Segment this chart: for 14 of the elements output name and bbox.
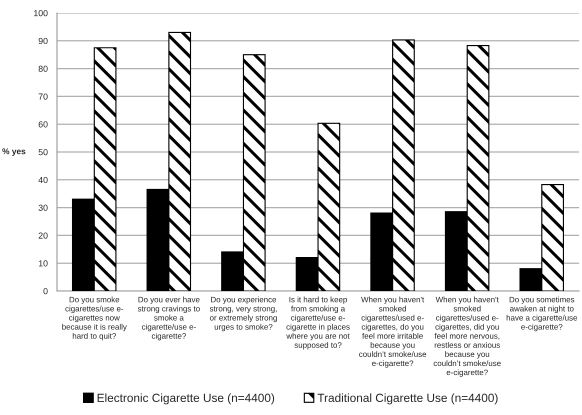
y-tick-label: 10 [38, 260, 48, 266]
y-tick-label: 100 [34, 10, 48, 16]
y-tick-label: 90 [38, 38, 48, 44]
y-tick-label: 60 [38, 121, 48, 128]
y-tick-label: 70 [38, 93, 48, 100]
y-tick-label: 40 [38, 176, 48, 184]
y-axis-title: % yes [2, 148, 26, 156]
y-tick-label: 30 [38, 204, 48, 211]
y-tick-label: 50 [38, 149, 48, 156]
legend-label: Traditional Cigarette Use (n=4400) [318, 393, 498, 404]
y-tick-label: 80 [38, 66, 48, 72]
y-tick-label: 20 [38, 232, 48, 239]
legend-label: Electronic Cigarette Use (n=4400) [98, 393, 274, 404]
y-tick-label: 0 [43, 288, 48, 294]
